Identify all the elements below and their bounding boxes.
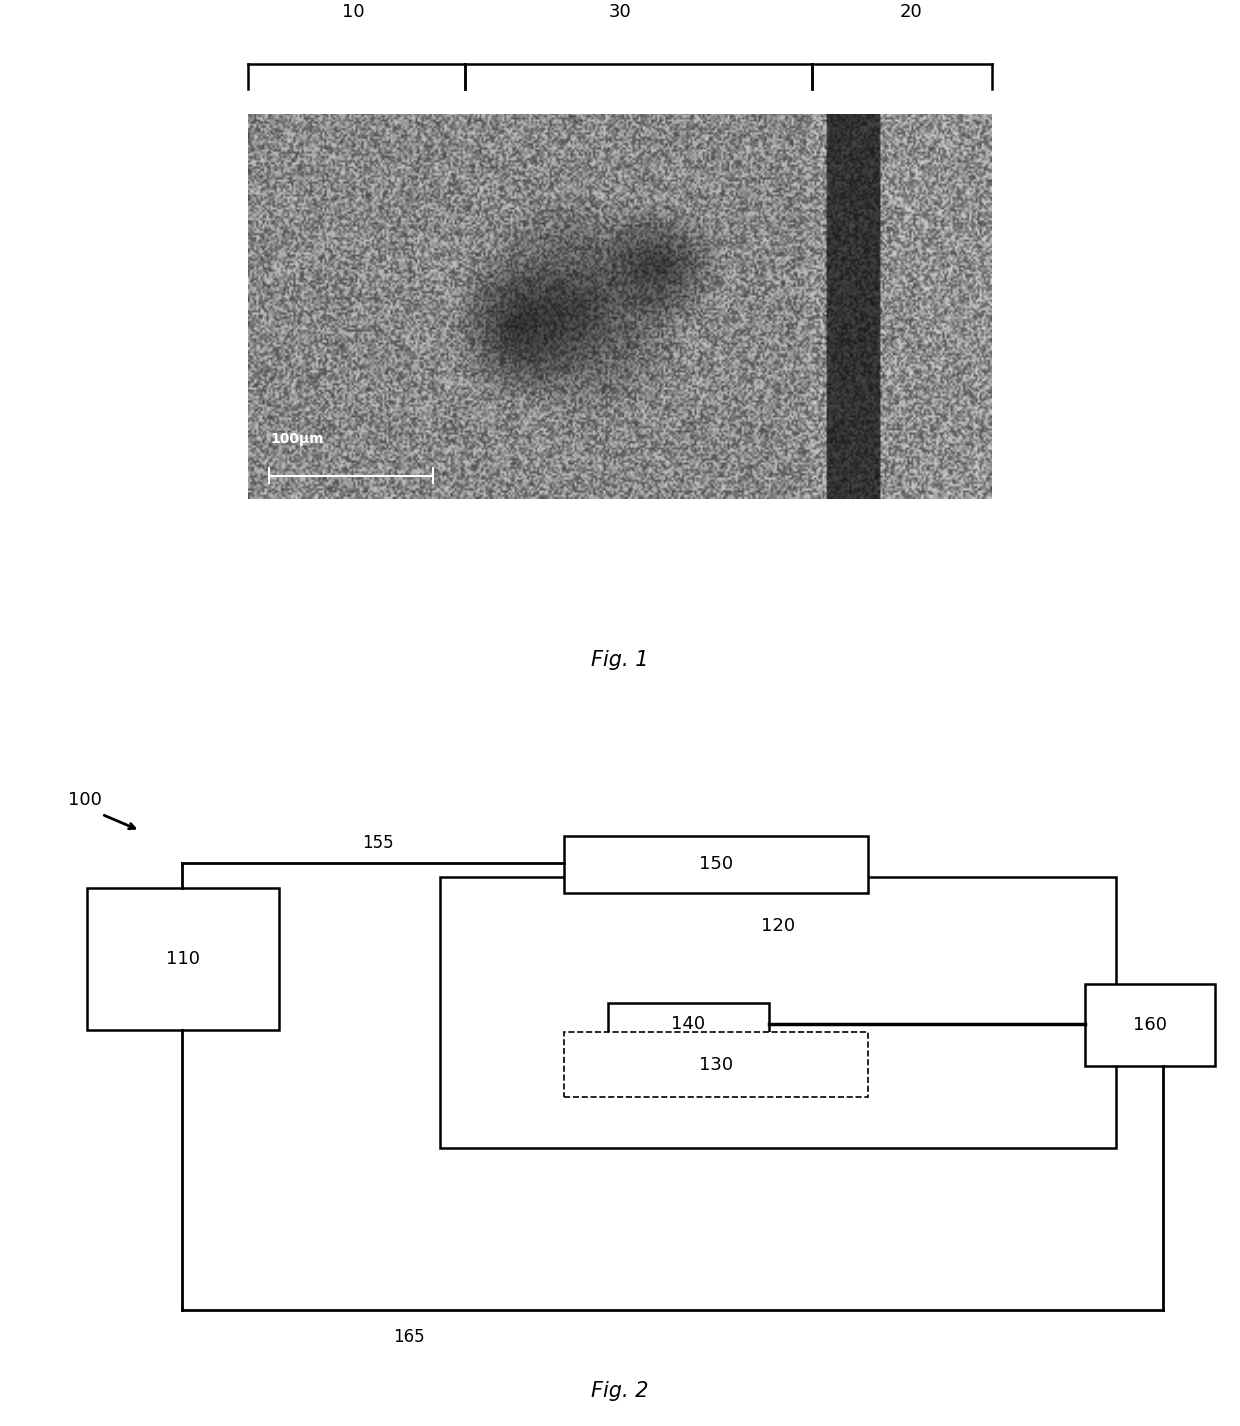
Bar — [87, 887, 279, 1030]
Text: 100: 100 — [68, 791, 102, 810]
Text: 150: 150 — [699, 856, 733, 873]
Text: 130: 130 — [699, 1055, 733, 1074]
Bar — [440, 877, 1116, 1148]
Bar — [608, 1004, 769, 1044]
Text: 165: 165 — [393, 1328, 425, 1346]
Text: 140: 140 — [671, 1015, 706, 1032]
Text: 120: 120 — [761, 917, 795, 935]
Text: 30: 30 — [609, 3, 631, 21]
Text: 20: 20 — [900, 3, 923, 21]
Bar — [1085, 984, 1215, 1067]
Text: 10: 10 — [342, 3, 365, 21]
Text: 160: 160 — [1133, 1015, 1167, 1034]
Bar — [564, 836, 868, 893]
Bar — [564, 1032, 868, 1097]
Text: 155: 155 — [362, 834, 394, 851]
Text: Fig. 1: Fig. 1 — [591, 650, 649, 670]
Text: 110: 110 — [166, 950, 200, 968]
Text: Fig. 2: Fig. 2 — [591, 1380, 649, 1400]
